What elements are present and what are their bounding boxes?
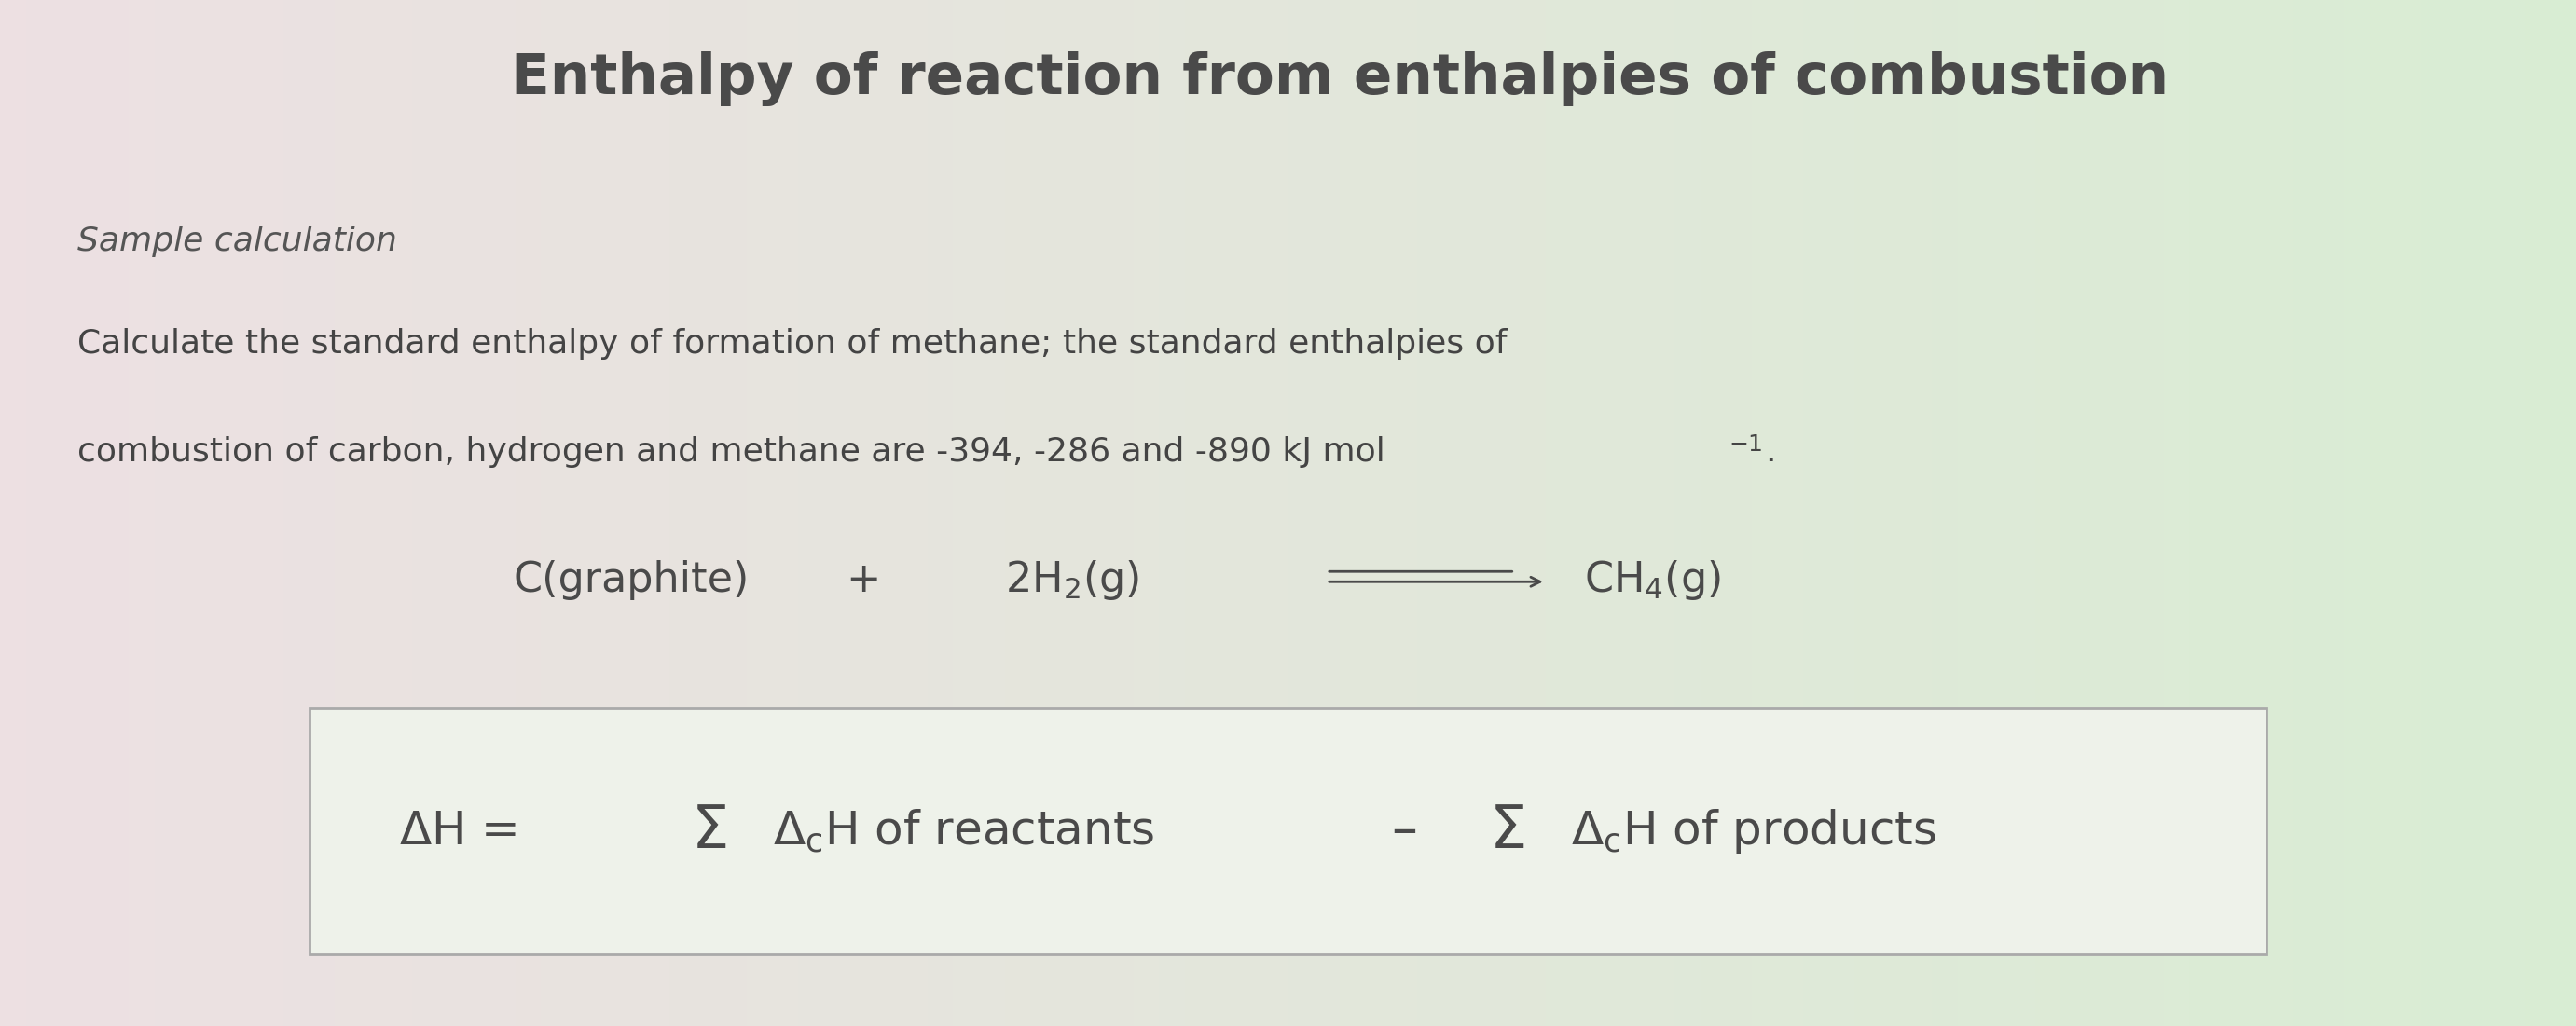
Text: .: . (1765, 436, 1775, 468)
Text: Enthalpy of reaction from enthalpies of combustion: Enthalpy of reaction from enthalpies of … (510, 51, 2169, 107)
Text: $\Sigma$: $\Sigma$ (1489, 802, 1525, 860)
Text: $\mathsf{2H_2(g)}$: $\mathsf{2H_2(g)}$ (1005, 558, 1139, 601)
Text: Sample calculation: Sample calculation (77, 226, 397, 258)
Text: $\mathsf{\Delta_c}$H of reactants: $\mathsf{\Delta_c}$H of reactants (773, 807, 1154, 855)
Text: –: – (1391, 805, 1417, 857)
Text: $\Sigma$: $\Sigma$ (690, 802, 726, 860)
Text: Calculate the standard enthalpy of formation of methane; the standard enthalpies: Calculate the standard enthalpy of forma… (77, 328, 1507, 360)
Text: −1: −1 (1728, 433, 1762, 456)
Text: $\mathsf{\Delta H}$ =: $\mathsf{\Delta H}$ = (399, 808, 518, 854)
Text: combustion of carbon, hydrogen and methane are -394, -286 and -890 kJ mol: combustion of carbon, hydrogen and metha… (77, 436, 1386, 468)
FancyBboxPatch shape (309, 708, 2267, 954)
Text: C(graphite): C(graphite) (513, 559, 750, 600)
Text: $\mathsf{\Delta_c}$H of products: $\mathsf{\Delta_c}$H of products (1571, 806, 1937, 856)
Text: $\mathsf{CH_4(g)}$: $\mathsf{CH_4(g)}$ (1584, 558, 1721, 601)
Text: +: + (845, 559, 881, 600)
